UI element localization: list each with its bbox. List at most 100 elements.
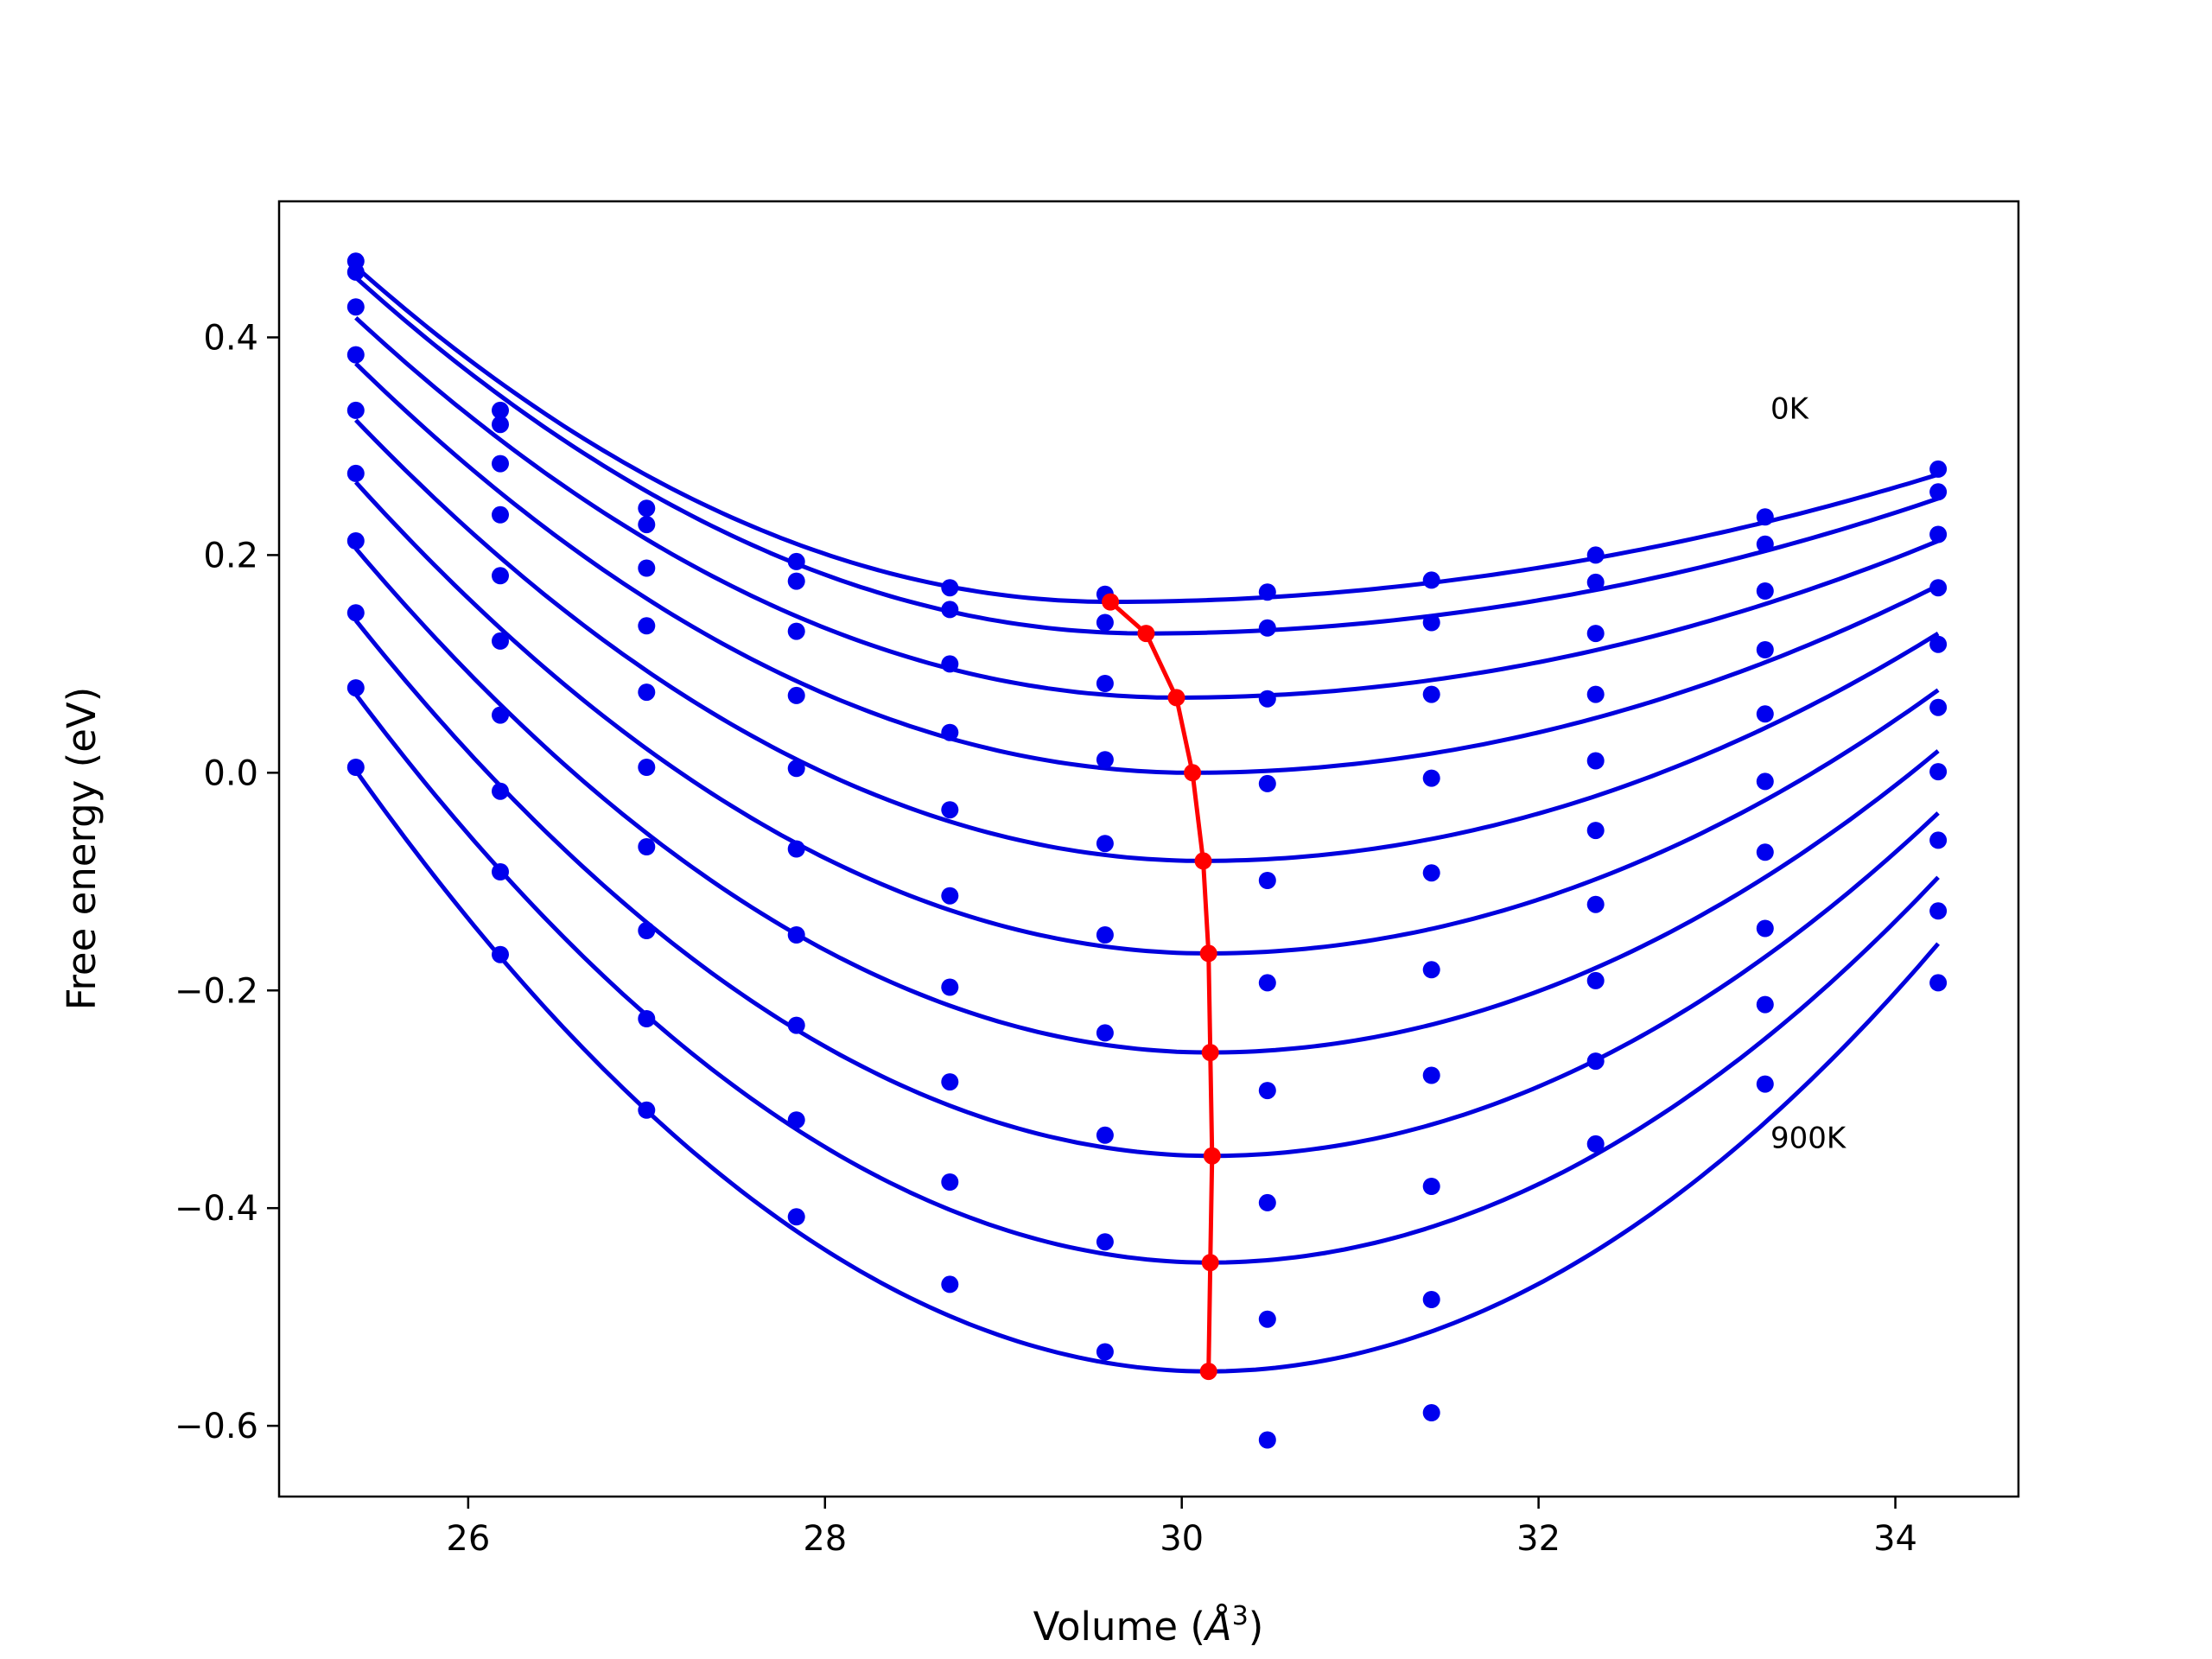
data-point-900k-3: [787, 1208, 805, 1226]
data-point-500k-7: [1422, 961, 1440, 979]
data-point-400k-1: [492, 567, 509, 585]
data-point-900k-9: [1756, 1075, 1774, 1093]
data-point-900k-7: [1422, 1404, 1440, 1421]
fit-curve-200k: [354, 315, 1940, 700]
data-point-700k-0: [346, 604, 365, 622]
data-point-100k-5: [1096, 613, 1114, 632]
minima-path: [1109, 600, 1215, 1372]
data-point-200k-5: [1096, 675, 1114, 692]
data-point-200k-7: [1422, 685, 1440, 703]
data-point-400k-8: [1586, 752, 1605, 770]
data-point-400k-6: [1258, 872, 1276, 889]
data-point-800k-2: [638, 1010, 656, 1027]
data-point-100k-3: [787, 572, 805, 590]
data-point-600k-10: [1929, 763, 1948, 781]
data-point-0k-8: [1586, 546, 1605, 564]
minimum-point-500k: [1199, 944, 1217, 963]
data-point-400k-10: [1929, 635, 1948, 653]
plot-frame: [277, 200, 2020, 1498]
data-point-700k-6: [1258, 1193, 1276, 1211]
y-tick-label-3: 0.0: [203, 753, 258, 793]
data-point-300k-8: [1586, 685, 1605, 703]
data-point-800k-9: [1756, 995, 1774, 1014]
data-point-400k-4: [941, 801, 959, 819]
data-point-700k-7: [1422, 1178, 1440, 1195]
data-point-900k-4: [941, 1275, 959, 1294]
data-point-200k-9: [1756, 582, 1774, 600]
data-point-200k-6: [1258, 690, 1276, 708]
data-point-400k-2: [638, 683, 656, 702]
data-point-300k-3: [787, 686, 805, 704]
data-point-300k-9: [1756, 641, 1774, 658]
annotation-900k: 900K: [1770, 1121, 1847, 1155]
data-point-400k-9: [1756, 705, 1774, 723]
data-point-100k-10: [1929, 483, 1948, 501]
data-point-800k-6: [1258, 1310, 1276, 1328]
data-point-200k-2: [638, 559, 656, 577]
fit-curve-600k: [353, 547, 1940, 1055]
data-point-200k-1: [492, 454, 509, 473]
data-point-100k-8: [1586, 573, 1605, 591]
y-tick-label-4: 0.2: [203, 536, 258, 575]
fit-curve-300k: [354, 361, 1940, 775]
data-point-300k-0: [346, 346, 365, 364]
fit-curve-700k: [353, 619, 1940, 1159]
data-point-300k-2: [638, 617, 656, 635]
minimum-point-600k: [1201, 1044, 1219, 1062]
data-point-600k-0: [346, 532, 365, 550]
data-point-300k-7: [1422, 769, 1440, 787]
data-point-100k-1: [492, 416, 509, 434]
data-point-700k-8: [1586, 971, 1605, 989]
data-point-600k-2: [638, 838, 656, 855]
data-point-100k-4: [941, 601, 959, 619]
data-point-0k-4: [941, 579, 959, 597]
data-point-300k-4: [941, 723, 959, 741]
data-point-300k-5: [1096, 751, 1114, 769]
data-point-500k-6: [1258, 974, 1276, 992]
y-tick-label-1: −0.4: [175, 1189, 258, 1229]
data-point-800k-0: [346, 679, 365, 697]
data-point-900k-5: [1096, 1343, 1114, 1361]
data-point-100k-2: [638, 516, 656, 534]
data-point-0k-9: [1756, 508, 1774, 526]
y-tick-label-0: −0.6: [175, 1407, 258, 1446]
data-point-700k-10: [1929, 831, 1948, 849]
data-point-800k-4: [941, 1173, 959, 1191]
data-point-0k-10: [1929, 460, 1948, 478]
y-tick-label-2: −0.2: [175, 971, 258, 1011]
annotation-0k: 0K: [1770, 391, 1810, 426]
x-tick-label-30: 30: [1160, 1519, 1204, 1559]
y-axis: −0.6 −0.4 −0.2 0.0 0.2 0.4: [175, 318, 279, 1446]
data-point-600k-7: [1422, 1066, 1440, 1084]
data-point-500k-1: [492, 632, 509, 650]
data-point-0k-1: [492, 401, 509, 419]
minimum-point-200k: [1167, 689, 1185, 707]
data-point-300k-10: [1929, 579, 1948, 597]
minimum-point-800k: [1201, 1254, 1219, 1272]
minima-line: [1102, 593, 1221, 1381]
data-point-900k-2: [638, 1101, 656, 1119]
data-point-500k-3: [787, 840, 805, 858]
data-point-400k-7: [1422, 864, 1440, 882]
x-axis: 26 28 30 32 34: [446, 1497, 1917, 1559]
data-point-200k-0: [346, 298, 365, 316]
data-point-200k-4: [941, 655, 959, 673]
data-point-700k-9: [1756, 919, 1774, 938]
fit-curve-900k: [353, 769, 1940, 1374]
data-point-800k-7: [1422, 1291, 1440, 1308]
data-point-0k-3: [787, 552, 805, 570]
data-point-700k-4: [941, 1073, 959, 1091]
minimum-point-0k: [1102, 593, 1120, 611]
data-point-500k-4: [941, 887, 959, 905]
data-point-500k-0: [346, 464, 365, 482]
data-point-600k-1: [492, 706, 509, 724]
data-point-200k-10: [1929, 525, 1948, 543]
data-point-500k-9: [1756, 772, 1774, 791]
data-point-200k-3: [787, 622, 805, 640]
data-point-400k-0: [346, 401, 365, 419]
fit-curve-800k: [353, 693, 1940, 1265]
data-point-900k-8: [1586, 1135, 1605, 1153]
data-point-100k-6: [1258, 619, 1276, 637]
minimum-point-100k: [1137, 625, 1155, 643]
data-point-700k-1: [492, 782, 509, 800]
